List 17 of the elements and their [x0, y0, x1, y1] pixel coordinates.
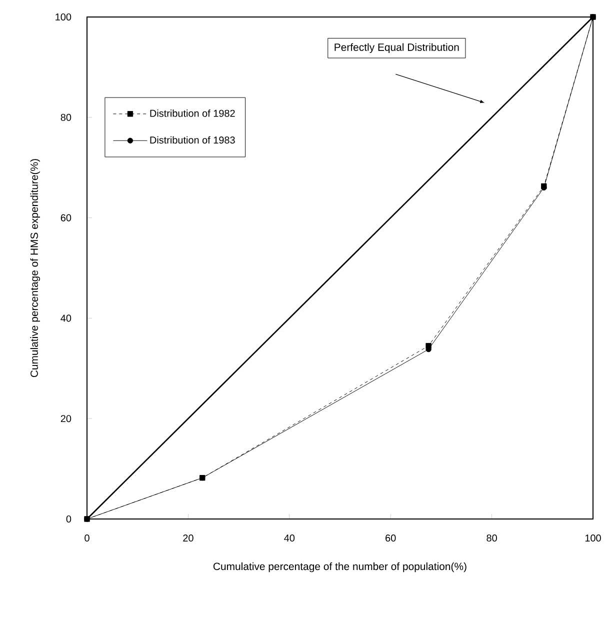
- y-tick-label: 20: [60, 415, 72, 422]
- x-axis-title: Cumulative percentage of the number of population(%): [213, 562, 466, 572]
- x-tick-label: 20: [183, 534, 194, 542]
- legend-label: Distribution of 1982: [150, 110, 235, 117]
- y-tick-label: 80: [60, 114, 72, 121]
- annotation: Perfectly Equal Distribution: [334, 43, 459, 53]
- y-axis-title: Cumulative percentage of HMS expenditure(%): [30, 159, 40, 378]
- x-tick-label: 0: [84, 534, 90, 542]
- x-tick-label: 80: [486, 534, 497, 542]
- y-tick-label: 0: [66, 515, 72, 523]
- legend-label: Distribution of 1983: [150, 136, 235, 144]
- x-tick-label: 60: [386, 534, 396, 542]
- x-tick-label: 40: [284, 534, 295, 542]
- y-tick-label: 60: [60, 214, 72, 222]
- x-tick-label: 100: [585, 534, 601, 542]
- y-tick-label: 40: [60, 314, 72, 322]
- y-tick-label: 100: [56, 13, 72, 21]
